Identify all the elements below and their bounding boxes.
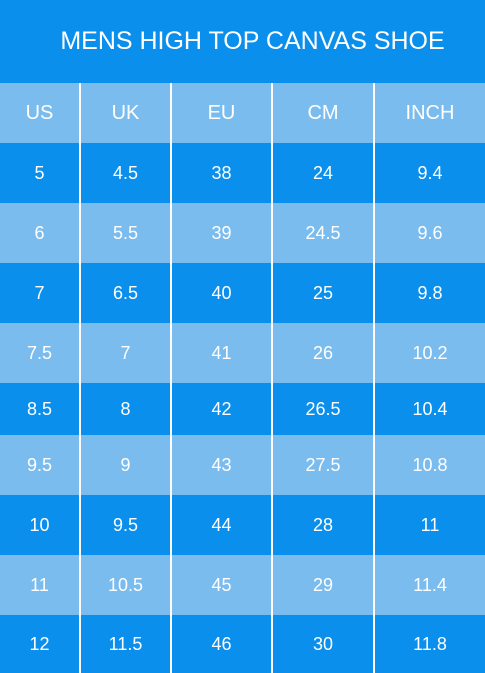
- cell-inch: 10.2: [412, 342, 448, 363]
- cell-us: 12: [29, 633, 50, 654]
- column-header-uk: UK: [111, 101, 140, 124]
- cell-eu: 42: [211, 398, 232, 419]
- cell-us: 7.5: [26, 342, 53, 363]
- cell-uk: 7: [120, 342, 131, 363]
- table-row: 12 11.5 46 30 11.8: [0, 615, 485, 673]
- cell-us: 11: [30, 574, 49, 595]
- cell-us: 10: [29, 514, 50, 535]
- cell-eu: 38: [211, 162, 232, 183]
- cell-uk: 5.5: [112, 222, 139, 243]
- column-header-us: US: [25, 101, 54, 124]
- cell-inch: 11.8: [413, 633, 447, 654]
- cell-cm: 27.5: [305, 454, 341, 475]
- table-row: 7.5 7 41 26 10.2: [0, 323, 485, 383]
- column-header-cm: CM: [307, 101, 339, 124]
- cell-eu: 41: [211, 342, 232, 363]
- column-header-inch: INCH: [405, 101, 455, 124]
- cell-cm: 25: [312, 282, 334, 303]
- cell-eu: 44: [211, 514, 232, 535]
- column-divider: [170, 83, 172, 673]
- cell-cm: 28: [312, 514, 334, 535]
- cell-eu: 39: [211, 222, 232, 243]
- header-row: US UK EU CM INCH: [0, 83, 485, 143]
- cell-inch: 11.4: [413, 574, 447, 595]
- cell-inch: 9.6: [417, 222, 443, 243]
- cell-cm: 24: [312, 162, 334, 183]
- cell-uk: 11.5: [108, 633, 143, 654]
- cell-uk: 8: [120, 398, 131, 419]
- cell-us: 9.5: [26, 454, 53, 475]
- table-row: 10 9.5 44 28 11: [0, 495, 485, 555]
- cell-eu: 43: [211, 454, 232, 475]
- cell-us: 6: [34, 222, 45, 243]
- cell-us: 7: [34, 282, 45, 303]
- column-divider: [373, 83, 375, 673]
- chart-title: MENS HIGH TOP CANVAS SHOE: [0, 0, 485, 83]
- cell-eu: 40: [211, 282, 232, 303]
- table-row: 9.5 9 43 27.5 10.8: [0, 435, 485, 495]
- cell-inch: 9.4: [417, 162, 443, 183]
- cell-uk: 9: [120, 454, 131, 475]
- cell-uk: 4.5: [112, 162, 139, 183]
- cell-inch: 10.4: [412, 398, 448, 419]
- table-row: 5 4.5 38 24 9.4: [0, 143, 485, 203]
- column-divider: [271, 83, 273, 673]
- cell-cm: 24.5: [305, 222, 341, 243]
- cell-us: 5: [34, 162, 45, 183]
- cell-inch: 10.8: [412, 454, 448, 475]
- table-row: 7 6.5 40 25 9.8: [0, 263, 485, 323]
- table-row: 6 5.5 39 24.5 9.6: [0, 203, 485, 263]
- cell-uk: 9.5: [112, 514, 139, 535]
- table-row: 8.5 8 42 26.5 10.4: [0, 383, 485, 435]
- cell-us: 8.5: [26, 398, 53, 419]
- cell-inch: 11: [420, 514, 440, 535]
- cell-uk: 10.5: [107, 574, 144, 595]
- cell-uk: 6.5: [112, 282, 139, 303]
- cell-cm: 26.5: [305, 398, 341, 419]
- cell-eu: 46: [211, 633, 232, 654]
- cell-eu: 45: [211, 574, 232, 595]
- table-row: 11 10.5 45 29 11.4: [0, 555, 485, 615]
- cell-cm: 29: [312, 574, 334, 595]
- column-divider: [79, 83, 81, 673]
- cell-cm: 26: [312, 342, 334, 363]
- column-header-eu: EU: [207, 101, 236, 124]
- cell-cm: 30: [312, 633, 334, 654]
- cell-inch: 9.8: [417, 282, 443, 303]
